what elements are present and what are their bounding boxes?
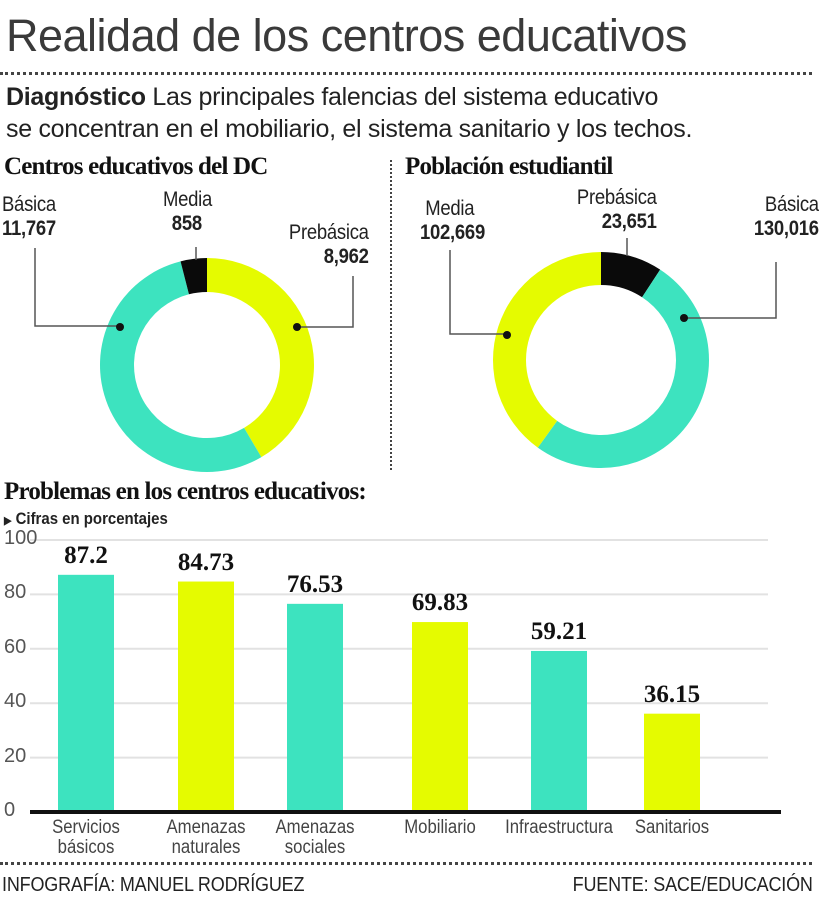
leader-basica-2 bbox=[684, 262, 777, 319]
bar bbox=[178, 581, 234, 812]
bar-value-label: 69.83 bbox=[411, 589, 469, 617]
donut-slice-prebsica bbox=[207, 258, 314, 458]
intro-lead: Diagnóstico bbox=[6, 83, 146, 111]
leader-basica-1 bbox=[34, 248, 120, 327]
dot-basica-1 bbox=[116, 323, 124, 331]
y-tick-label: 60 bbox=[4, 635, 27, 658]
label-media-2: Media 102,669 bbox=[420, 197, 485, 244]
bar bbox=[412, 622, 468, 812]
label-basica-2: Básica 130,016 bbox=[754, 193, 819, 240]
donut-slice-media bbox=[493, 252, 601, 448]
y-tick-label: 0 bbox=[4, 799, 16, 821]
category-label: Amenazas sociales bbox=[275, 817, 355, 858]
bar-value-label: 84.73 bbox=[177, 548, 235, 576]
bar-value-label: 36.15 bbox=[643, 680, 701, 708]
bar bbox=[58, 574, 114, 812]
category-label: Mobiliario bbox=[404, 817, 476, 838]
bar bbox=[287, 603, 343, 812]
dot-prebasica-1 bbox=[293, 323, 301, 331]
bar-chart-title: Problemas en los centros educativos: bbox=[4, 478, 367, 505]
y-tick-label: 40 bbox=[4, 690, 27, 713]
label-prebasica-1: Prebásica 8,962 bbox=[289, 221, 369, 268]
bar-value-label: 87.2 bbox=[64, 541, 108, 569]
donut-slice-prebsica bbox=[601, 252, 661, 298]
intro-line-2: se concentran en el mobiliario, el siste… bbox=[6, 115, 693, 143]
bar-value-label: 76.53 bbox=[286, 570, 344, 598]
leader-dots bbox=[116, 314, 688, 339]
leader-prebasica-1 bbox=[297, 276, 354, 328]
divider bbox=[0, 72, 812, 75]
intro-line-1: Diagnóstico Las principales falencias de… bbox=[6, 83, 658, 112]
dot-media-2 bbox=[503, 331, 511, 339]
leader-lines bbox=[34, 238, 777, 335]
footer-credit: INFOGRAFÍA: MANUEL RODRÍGUEZ bbox=[2, 874, 305, 896]
y-tick-label: 80 bbox=[4, 581, 27, 604]
intro-text: Las principales falencias del sistema ed… bbox=[145, 83, 659, 111]
page-title: Realidad de los centros educativos bbox=[6, 10, 687, 61]
vertical-divider bbox=[390, 160, 392, 470]
category-label: Sanitarios bbox=[634, 817, 710, 838]
footer-divider bbox=[0, 862, 812, 865]
dot-basica-2 bbox=[680, 314, 688, 322]
label-prebasica-2: Prebásica 23,651 bbox=[577, 186, 657, 233]
donut-slice-bsica bbox=[537, 269, 709, 468]
bar-chart bbox=[30, 539, 781, 814]
label-basica-1: Básica 11,767 bbox=[2, 193, 56, 240]
category-label: Amenazas naturales bbox=[166, 817, 246, 858]
leader-media-2 bbox=[449, 250, 506, 335]
y-tick-label: 100 bbox=[4, 527, 38, 549]
bar-chart-subtitle: ▶ Cifras en porcentajes bbox=[4, 509, 168, 528]
bar-value-label: 59.21 bbox=[530, 617, 588, 645]
donut-slice-media bbox=[180, 258, 207, 295]
label-media-1: Media 858 bbox=[163, 188, 213, 235]
category-label: Infraestructura bbox=[505, 817, 613, 838]
donut2-title: Población estudiantil bbox=[405, 153, 613, 180]
category-label: Servicios básicos bbox=[52, 817, 120, 858]
donut-poblacion bbox=[493, 252, 709, 468]
bar bbox=[531, 650, 587, 812]
triangle-icon: ▶ bbox=[4, 515, 12, 527]
bar bbox=[644, 713, 700, 812]
footer-source: FUENTE: SACE/EDUCACIÓN bbox=[572, 874, 813, 896]
donut-centros bbox=[99, 258, 314, 472]
donut-slice-bsica bbox=[99, 261, 262, 472]
y-tick-label: 20 bbox=[4, 744, 27, 767]
donut1-title: Centros educativos del DC bbox=[4, 153, 268, 180]
